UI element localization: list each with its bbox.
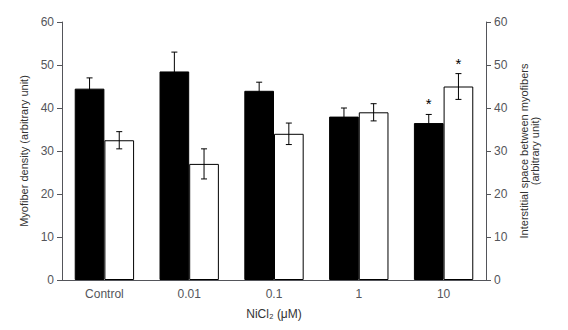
svg-text:60: 60 <box>494 15 508 29</box>
svg-text:0: 0 <box>494 273 501 287</box>
svg-text:20: 20 <box>494 187 508 201</box>
svg-text:Control: Control <box>85 287 124 301</box>
svg-text:50: 50 <box>41 58 55 72</box>
svg-text:*: * <box>456 55 462 72</box>
svg-text:10: 10 <box>437 287 451 301</box>
svg-text:40: 40 <box>41 101 55 115</box>
svg-text:40: 40 <box>494 101 508 115</box>
svg-text:50: 50 <box>494 58 508 72</box>
svg-text:30: 30 <box>494 144 508 158</box>
svg-text:0.1: 0.1 <box>266 287 283 301</box>
svg-text:Myofiber density (arbitrary un: Myofiber density (arbitrary unit) <box>18 75 30 227</box>
svg-text:(arbitrary unit): (arbitrary unit) <box>529 117 541 185</box>
svg-text:*: * <box>426 95 432 112</box>
svg-text:30: 30 <box>41 144 55 158</box>
svg-text:10: 10 <box>494 230 508 244</box>
svg-text:60: 60 <box>41 15 55 29</box>
svg-text:1: 1 <box>355 287 362 301</box>
svg-text:0.01: 0.01 <box>178 287 202 301</box>
svg-text:NiCl₂ (μM): NiCl₂ (μM) <box>246 307 302 321</box>
svg-text:20: 20 <box>41 187 55 201</box>
svg-text:0: 0 <box>47 273 54 287</box>
svg-text:Interstitial space between myo: Interstitial space between myofibers <box>517 63 530 239</box>
svg-text:10: 10 <box>41 230 55 244</box>
